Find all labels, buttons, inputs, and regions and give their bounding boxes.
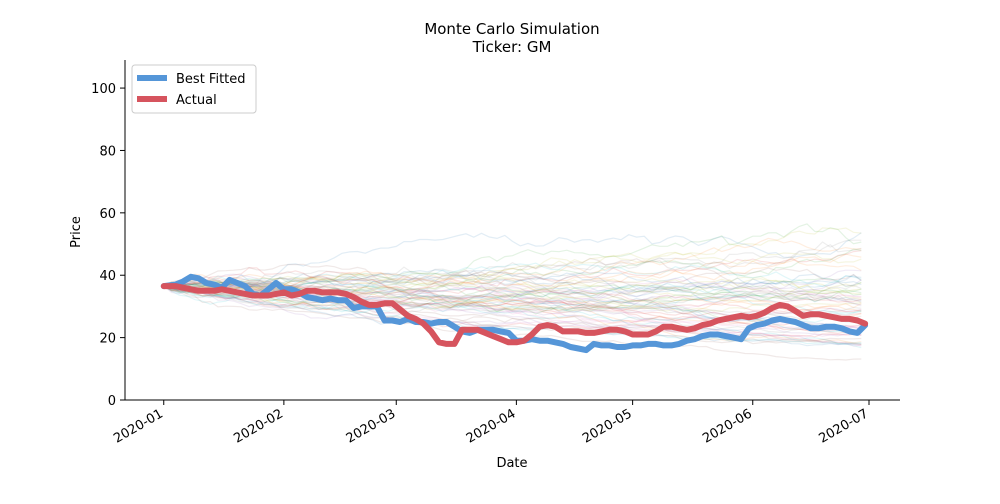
- simulation-path: [163, 272, 862, 293]
- y-tick-label: 60: [99, 207, 116, 222]
- series-line-actual: [160, 283, 869, 347]
- simulation-path: [163, 232, 862, 287]
- series-lines: [160, 273, 869, 354]
- x-tick-label: 2020-01: [111, 406, 166, 446]
- simulation-path: [163, 285, 862, 315]
- y-tick-label: 40: [99, 269, 116, 284]
- simulation-path: [163, 273, 862, 344]
- simulation-path: [163, 227, 862, 291]
- simulation-path: [163, 257, 862, 301]
- legend: Best Fitted Actual: [131, 64, 257, 114]
- x-tick-label: 2020-06: [700, 406, 755, 446]
- simulation-path: [163, 277, 862, 309]
- simulation-path: [163, 285, 862, 312]
- simulation-path: [163, 285, 862, 345]
- simulation-path: [163, 243, 862, 287]
- y-axis-ticks: 0 20 40 60 80 100: [91, 82, 125, 409]
- chart-subtitle: Ticker: GM: [472, 38, 552, 56]
- simulation-path: [163, 285, 862, 315]
- simulation-path: [163, 285, 862, 344]
- simulation-path: [163, 278, 862, 335]
- simulation-path: [163, 285, 862, 316]
- simulation-path: [163, 285, 862, 310]
- simulation-path: [163, 285, 862, 318]
- simulation-path: [163, 269, 862, 304]
- simulation-path: [163, 285, 862, 345]
- chart-title: Monte Carlo Simulation: [424, 20, 599, 38]
- y-tick-label: 20: [99, 332, 116, 347]
- y-tick-label: 80: [99, 144, 116, 159]
- y-tick-label: 0: [108, 394, 116, 409]
- simulation-path: [163, 250, 862, 291]
- simulation-path: [163, 276, 862, 294]
- x-tick-label: 2020-05: [580, 406, 635, 446]
- x-axis-label: Date: [496, 456, 527, 471]
- y-axis-label: Price: [69, 216, 84, 248]
- y-tick-label: 100: [91, 82, 116, 97]
- simulation-path: [163, 285, 862, 336]
- x-tick-label: 2020-02: [231, 406, 286, 446]
- legend-label-actual: Actual: [176, 93, 217, 108]
- x-tick-label: 2020-04: [464, 406, 519, 446]
- simulation-path: [163, 285, 862, 347]
- x-tick-label: 2020-07: [816, 406, 871, 446]
- legend-label-best-fitted: Best Fitted: [176, 72, 246, 87]
- simulation-path: [163, 273, 862, 297]
- x-tick-label: 2020-03: [344, 406, 399, 446]
- x-axis-ticks: 2020-01 2020-02 2020-03 2020-04 2020-05 2020-…: [111, 400, 871, 447]
